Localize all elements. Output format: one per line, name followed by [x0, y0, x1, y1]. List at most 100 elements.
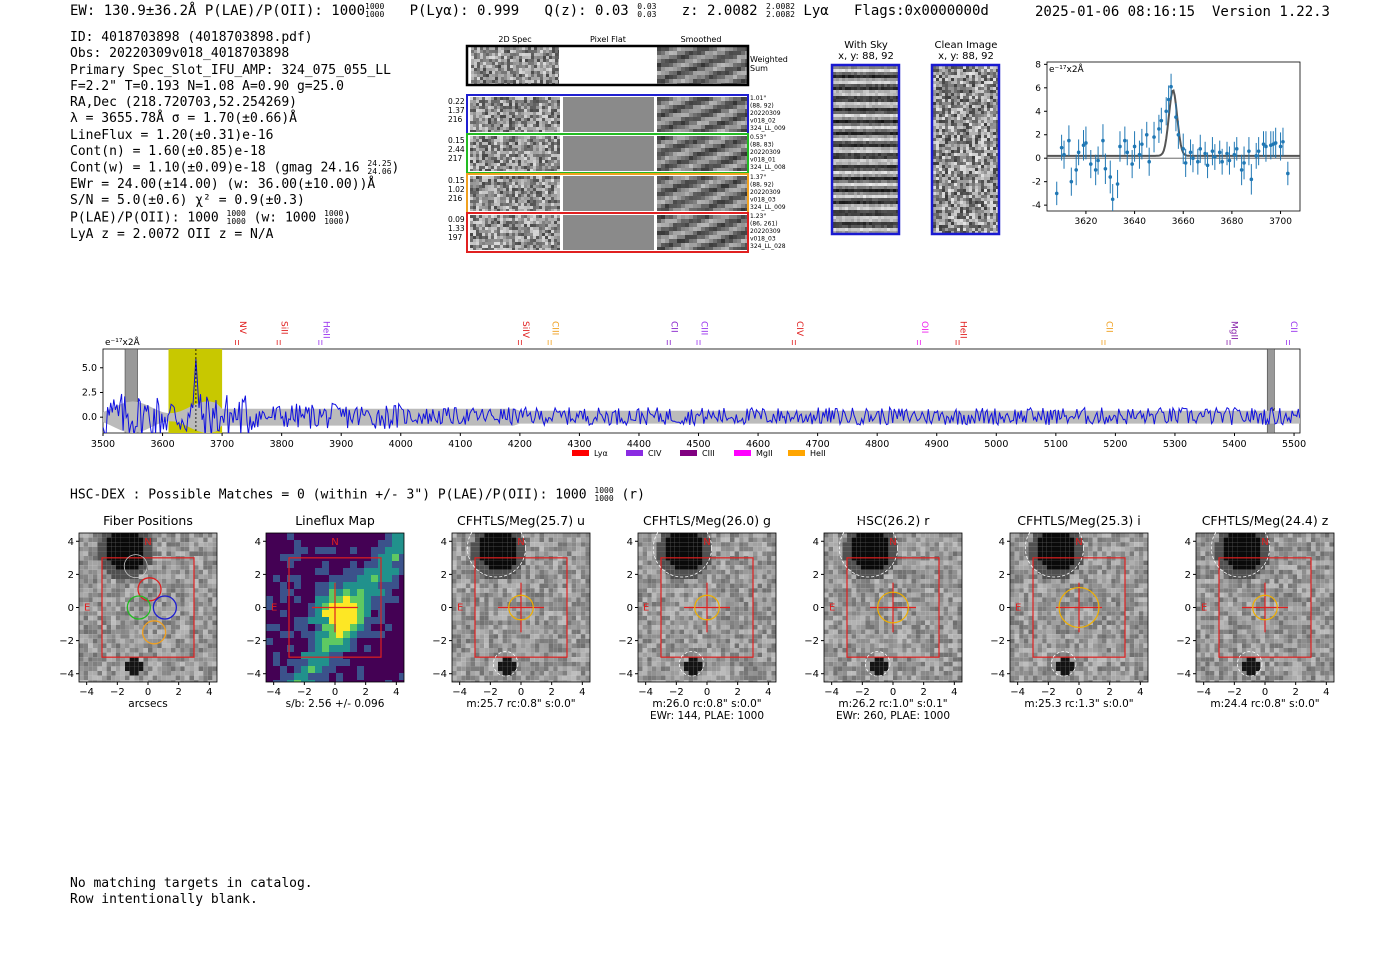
- noise-pixel: [536, 127, 539, 130]
- sky-pixel: [851, 120, 854, 123]
- noise-pixel: [548, 166, 551, 169]
- noise-pixel: [677, 136, 681, 140]
- noise-pixel: [681, 215, 685, 219]
- noise-pixel: [498, 68, 501, 71]
- sky-pixel: [881, 102, 884, 105]
- sky-pixel: [869, 186, 872, 189]
- sky-pixel: [857, 117, 860, 120]
- noise-pixel: [693, 168, 697, 171]
- sky-pixel: [881, 168, 884, 171]
- noise-pixel: [557, 106, 560, 109]
- noise-pixel: [737, 113, 741, 117]
- noise-pixel: [503, 121, 506, 124]
- noise-pixel: [483, 77, 486, 80]
- sky-pixel: [887, 222, 890, 225]
- noise-pixel: [657, 129, 661, 132]
- noise-pixel: [488, 115, 491, 118]
- clean-pixel: [933, 162, 936, 165]
- noise-pixel: [693, 121, 697, 125]
- clean-pixel: [966, 165, 969, 168]
- noise-pixel: [709, 239, 713, 243]
- noise-pixel: [533, 97, 536, 100]
- noise-pixel: [488, 176, 491, 179]
- sky-pixel: [857, 198, 860, 201]
- noise-pixel: [717, 227, 721, 231]
- clean-pixel: [969, 69, 972, 72]
- noise-pixel: [518, 242, 521, 245]
- clean-pixel: [981, 168, 984, 171]
- noise-pixel: [479, 124, 482, 127]
- noise-pixel: [685, 83, 689, 84]
- noise-pixel: [741, 180, 745, 184]
- noise-pixel: [488, 112, 491, 115]
- noise-pixel: [717, 105, 721, 109]
- noise-pixel: [485, 185, 488, 188]
- clean-pixel: [942, 93, 945, 96]
- sky-pixel: [875, 198, 878, 201]
- clean-pixel: [942, 81, 945, 84]
- sky-pixel: [875, 72, 878, 75]
- clean-pixel: [981, 111, 984, 114]
- noise-pixel: [665, 208, 669, 211]
- sky-pixel: [887, 123, 890, 126]
- noise-pixel: [476, 209, 479, 211]
- noise-pixel: [519, 74, 522, 77]
- noise-pixel: [473, 248, 476, 250]
- noise-pixel: [673, 83, 677, 84]
- header-line: EW: 130.9±36.2Å P(LAE)/P(OII): 10001000 1…: [70, 3, 989, 20]
- noise-pixel: [500, 188, 503, 191]
- sky-pixel: [854, 159, 857, 162]
- noise-pixel: [745, 144, 747, 148]
- clean-pixel: [975, 156, 978, 159]
- sky-pixel: [848, 141, 851, 144]
- noise-pixel: [488, 160, 491, 163]
- sky-pixel: [884, 171, 887, 174]
- clean-pixel: [984, 171, 987, 174]
- noise-pixel: [492, 50, 495, 53]
- noise-pixel: [548, 200, 551, 203]
- noise-pixel: [741, 83, 745, 84]
- noise-pixel: [515, 124, 518, 127]
- clean-pixel: [933, 159, 936, 162]
- sky-pixel: [842, 165, 845, 168]
- noise-pixel: [509, 118, 512, 121]
- noise-pixel: [665, 109, 669, 113]
- noise-pixel: [470, 176, 473, 179]
- sky-pixel: [869, 225, 872, 228]
- noise-pixel: [495, 71, 498, 74]
- clean-pixel: [939, 66, 942, 69]
- clean-pixel: [978, 162, 981, 165]
- noise-pixel: [725, 63, 729, 67]
- sky-pixel: [848, 213, 851, 216]
- noise-pixel: [733, 144, 737, 148]
- noise-pixel: [518, 248, 521, 250]
- noise-pixel: [491, 142, 494, 145]
- noise-pixel: [507, 62, 510, 65]
- clean-pixel: [954, 72, 957, 75]
- noise-pixel: [729, 176, 733, 180]
- noise-pixel: [557, 188, 560, 191]
- sky-pixel: [869, 135, 872, 138]
- clean-pixel: [984, 96, 987, 99]
- noise-pixel: [548, 115, 551, 118]
- noise-pixel: [717, 184, 721, 188]
- noise-pixel: [701, 176, 705, 180]
- sky-pixel: [839, 147, 842, 150]
- noise-pixel: [677, 208, 681, 211]
- noise-pixel: [524, 100, 527, 103]
- noise-pixel: [709, 152, 713, 156]
- noise-pixel: [521, 157, 524, 160]
- noise-pixel: [542, 239, 545, 242]
- clean-pixel: [969, 111, 972, 114]
- sky-pixel: [875, 177, 878, 180]
- clean-pixel: [957, 141, 960, 144]
- clean-pixel: [948, 126, 951, 129]
- clean-pixel: [963, 156, 966, 159]
- noise-pixel: [657, 75, 661, 79]
- noise-pixel: [745, 156, 747, 160]
- noise-pixel: [717, 231, 721, 235]
- noise-pixel: [482, 121, 485, 124]
- noise-pixel: [527, 218, 530, 221]
- noise-pixel: [669, 47, 673, 51]
- noise-pixel: [470, 136, 473, 139]
